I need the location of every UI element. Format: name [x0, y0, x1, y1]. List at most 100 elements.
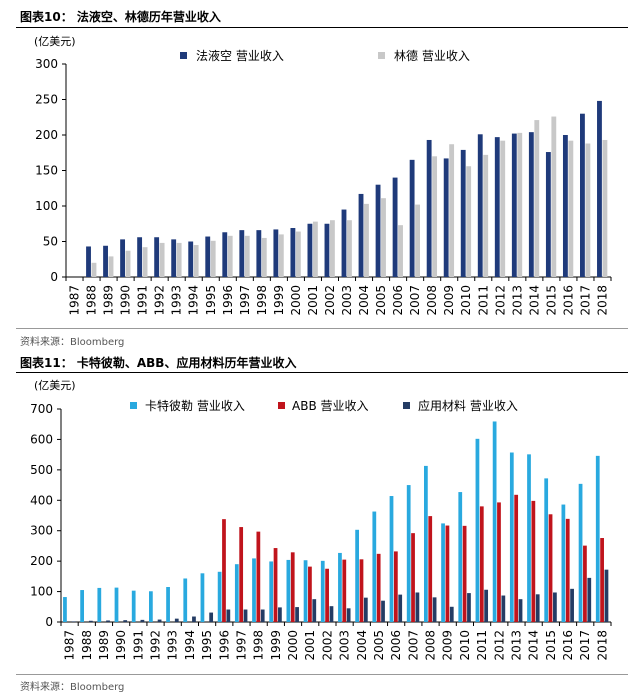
bar-2009-series-0 [441, 523, 445, 622]
bar-1993-series-0 [166, 587, 170, 622]
bar-1994-series-0 [183, 578, 188, 622]
x-tick-label-2002: 2002 [323, 285, 337, 316]
bar-1994-series-2 [192, 616, 196, 622]
bar-2018-series-1 [602, 139, 608, 277]
bar-2004-series-1 [364, 203, 369, 277]
x-tick-label-1989: 1989 [97, 630, 111, 661]
x-tick-label-2003: 2003 [340, 285, 354, 316]
legend-label-0: 卡特彼勒 营业收入 [145, 398, 245, 413]
figure-11-title: 图表11： 卡特彼勒、ABB、应用材料历年营业收入 [20, 356, 297, 370]
x-tick-label-2012: 2012 [492, 630, 506, 661]
bar-2003-series-2 [346, 608, 351, 622]
x-tick-label-2011: 2011 [475, 630, 489, 661]
bar-2018-series-0 [595, 455, 600, 622]
bar-2007-series-1 [411, 533, 415, 622]
x-tick-label-1987: 1987 [68, 285, 82, 316]
bar-2004-series-0 [358, 193, 364, 277]
bar-1990-series-0 [120, 239, 126, 277]
x-tick-label-2013: 2013 [510, 285, 524, 316]
bar-1989-series-0 [97, 587, 102, 622]
bar-2007-series-0 [409, 159, 415, 277]
bar-2014-series-0 [528, 132, 534, 277]
x-tick-label-2006: 2006 [389, 630, 403, 661]
bar-2002-series-0 [320, 560, 325, 622]
bar-2007-series-0 [406, 485, 411, 622]
bar-1988-series-1 [91, 262, 97, 277]
bar-2003-series-1 [347, 220, 352, 277]
bar-2014-series-0 [527, 454, 531, 622]
bar-1990-series-1 [125, 250, 131, 277]
bar-2002-series-2 [329, 606, 334, 622]
bar-1998-series-1 [256, 531, 261, 622]
bar-2006-series-2 [398, 594, 403, 622]
bar-2014-series-2 [535, 594, 540, 622]
bar-2009-series-1 [445, 525, 450, 622]
bar-2010-series-0 [460, 149, 466, 277]
bar-1991-series-2 [140, 619, 145, 622]
bar-2017-series-0 [578, 483, 583, 622]
bar-2002-series-1 [329, 220, 335, 277]
bar-2002-series-0 [324, 223, 330, 277]
bar-2013-series-1 [517, 132, 523, 277]
bar-1998-series-2 [260, 609, 265, 622]
legend-label-2: 应用材料 营业收入 [418, 398, 518, 413]
y-tick-label: 200 [30, 554, 53, 568]
figure-11-top-rule [16, 372, 628, 373]
y-tick-label: 150 [35, 164, 58, 178]
bar-1993-series-2 [174, 618, 179, 622]
bar-1988-series-2 [88, 620, 93, 622]
x-tick-label-1995: 1995 [200, 630, 214, 661]
bar-2010-series-1 [466, 166, 472, 277]
x-tick-label-2014: 2014 [527, 285, 541, 316]
bar-1996-series-0 [217, 571, 222, 622]
x-tick-label-2000: 2000 [286, 630, 300, 661]
bar-2003-series-0 [341, 209, 347, 277]
x-tick-label-1992: 1992 [149, 630, 163, 661]
bar-2000-series-0 [290, 228, 296, 277]
bar-1998-series-1 [261, 237, 267, 277]
bar-1996-series-1 [222, 519, 226, 622]
bar-2010-series-1 [462, 525, 467, 622]
bar-2006-series-1 [398, 225, 403, 277]
y-tick-label: 300 [30, 524, 53, 538]
bar-2018-series-2 [604, 569, 609, 622]
bar-1999-series-0 [273, 229, 279, 277]
bar-1992-series-2 [157, 619, 162, 622]
bar-2002-series-1 [325, 568, 329, 622]
bar-2008-series-2 [432, 597, 437, 622]
bar-1999-series-1 [278, 234, 284, 277]
bar-1993-series-0 [171, 239, 177, 277]
y-tick-label: 0 [50, 270, 58, 284]
bar-1998-series-0 [252, 558, 256, 622]
legend-swatch-1 [378, 52, 385, 59]
x-tick-label-2016: 2016 [561, 285, 575, 316]
bar-2016-series-1 [568, 140, 574, 277]
bar-2016-series-1 [565, 518, 570, 622]
bar-2001-series-1 [312, 221, 318, 277]
bar-2007-series-1 [415, 204, 420, 277]
bar-2006-series-0 [392, 177, 398, 277]
bar-1994-series-1 [193, 245, 199, 277]
bar-2009-series-0 [443, 158, 449, 277]
bar-2001-series-1 [308, 566, 312, 622]
legend-label-1: 林德 营业收入 [394, 48, 470, 63]
x-tick-label-1997: 1997 [238, 285, 252, 316]
y-tick-label: 500 [30, 463, 53, 477]
bar-2000-series-1 [290, 552, 295, 622]
bar-2018-series-1 [600, 538, 604, 622]
bar-2001-series-2 [312, 599, 317, 622]
figure-10-bottom-rule [16, 328, 628, 329]
bar-1989-series-0 [103, 245, 108, 277]
y-tick-label: 50 [43, 235, 58, 249]
bar-1991-series-1 [142, 247, 148, 277]
x-tick-label-2010: 2010 [459, 285, 473, 316]
bar-1997-series-0 [234, 564, 239, 622]
bar-1996-series-1 [227, 235, 233, 277]
bar-2010-series-0 [458, 492, 463, 622]
bar-2008-series-0 [426, 139, 432, 277]
x-tick-label-2015: 2015 [544, 285, 558, 316]
bar-2001-series-0 [307, 223, 313, 277]
bar-1995-series-0 [200, 573, 205, 622]
